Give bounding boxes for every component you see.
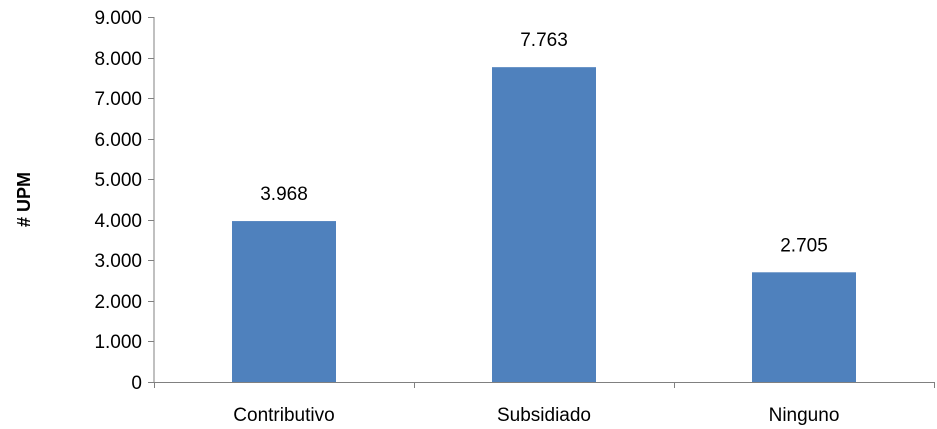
y-tick-label: 5.000	[94, 170, 142, 191]
y-axis: 0 1.000 2.000 3.000 4.000 5.000 6.000 7.000 8.00…	[94, 8, 155, 394]
x-tick-label: Contributivo	[233, 405, 334, 426]
bar-value-label: 3.968	[260, 184, 308, 205]
bar-value-label: 7.763	[520, 30, 568, 51]
bar	[492, 67, 596, 382]
y-tick-label: 7.000	[94, 89, 142, 110]
y-tick-label: 9.000	[94, 8, 142, 29]
x-tick-label: Ninguno	[769, 405, 840, 426]
y-tick-label: 4.000	[94, 211, 142, 232]
y-tick-label: 2.000	[94, 292, 142, 313]
y-tick-label: 0	[131, 373, 142, 394]
y-axis-title: # UPM	[14, 172, 34, 227]
x-tick-label: Subsidiado	[497, 405, 591, 426]
bar	[232, 221, 336, 382]
y-tick-label: 1.000	[94, 332, 142, 353]
bar-value-label: 2.705	[780, 235, 828, 256]
y-tick-label: 3.000	[94, 251, 142, 272]
y-tick-label: 6.000	[94, 130, 142, 151]
bar	[752, 272, 856, 382]
x-axis: Contributivo Subsidiado Ninguno	[154, 382, 935, 426]
bars	[232, 67, 856, 382]
data-labels: 3.968 7.763 2.705	[260, 30, 828, 256]
y-tick-label: 8.000	[94, 49, 142, 70]
